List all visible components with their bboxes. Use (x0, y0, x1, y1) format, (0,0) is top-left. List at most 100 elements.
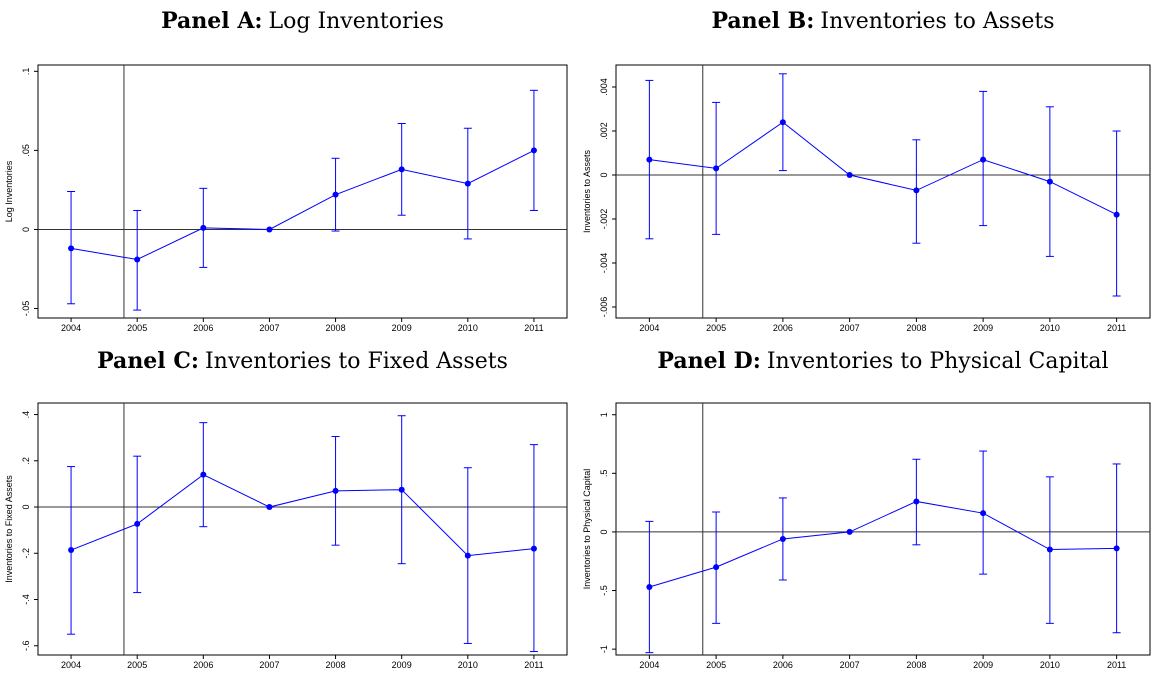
point (846, 528, 853, 535)
x-tick-label: 2004 (639, 323, 659, 333)
point (980, 510, 987, 517)
point (68, 547, 75, 554)
point (332, 191, 339, 198)
x-tick-label: 2009 (392, 660, 412, 670)
series-line (70, 149, 535, 261)
x-tick-label: 2005 (706, 323, 726, 333)
y-tick-label: .2 (21, 457, 31, 465)
x-tick-label: 2005 (706, 660, 726, 670)
y-tick-label: .002 (599, 122, 609, 140)
x-tick-label: 2010 (1040, 660, 1060, 670)
x-tick-label: 2009 (973, 660, 993, 670)
panel-title-text: Inventories to Assets (820, 9, 1054, 34)
panel: Panel D: Inventories to Physical Capital I… (582, 348, 1151, 670)
point (530, 147, 537, 154)
point (398, 166, 405, 173)
y-tick-label: 0 (599, 172, 609, 177)
panel-label: Panel C: (97, 348, 199, 374)
x-tick-label: 2007 (259, 323, 279, 333)
y-tick-label: .4 (21, 411, 31, 419)
point (646, 584, 653, 591)
series-line (649, 121, 1117, 216)
panel-title-text: Inventories to Fixed Assets (205, 349, 508, 374)
x-tick-label: 2010 (458, 323, 478, 333)
x-tick-label: 2008 (906, 323, 926, 333)
panel-title: Panel C: Inventories to Fixed Assets (97, 348, 508, 374)
point (913, 187, 920, 194)
series-line (70, 474, 534, 557)
panel: Panel A: Log Inventories Log Inventories -.… (4, 8, 568, 333)
point (980, 156, 987, 163)
y-tick-label: 0 (21, 505, 31, 510)
y-tick-label: 1 (599, 412, 609, 417)
y-tick-label: -.05 (21, 301, 31, 317)
y-tick-label: -.004 (599, 253, 609, 274)
x-tick-label: 2006 (773, 323, 793, 333)
x-tick-label: 2008 (326, 323, 346, 333)
point (200, 471, 207, 478)
y-tick-label: -.5 (599, 585, 609, 596)
point (530, 545, 537, 552)
plot-frame (615, 402, 1151, 656)
panel-title-text: Inventories to Physical Capital (767, 349, 1109, 374)
point (1113, 545, 1120, 552)
y-tick-label: -.2 (21, 548, 31, 559)
plot-frame (37, 402, 568, 656)
point (1046, 178, 1053, 185)
series-line (649, 500, 1117, 588)
y-tick-label: .1 (21, 68, 31, 76)
plot-frame (615, 64, 1151, 319)
y-tick-label: 0 (21, 227, 31, 232)
panel-label: Panel B: (711, 8, 814, 34)
point (266, 226, 273, 233)
x-tick-label: 2009 (392, 323, 412, 333)
point (713, 564, 720, 571)
x-tick-label: 2006 (773, 660, 793, 670)
point (266, 504, 273, 511)
panel-label: Panel D: (657, 348, 760, 374)
y-axis-label: Inventories to Fixed Assets (4, 475, 14, 583)
x-tick-label: 2011 (1107, 323, 1126, 333)
x-tick-label: 2004 (639, 660, 659, 670)
point (68, 245, 75, 252)
y-axis-label: Inventories to Assets (582, 149, 592, 233)
x-tick-label: 2009 (973, 323, 993, 333)
point (398, 486, 405, 493)
y-tick-label: -.002 (599, 209, 609, 230)
point (200, 224, 207, 231)
y-axis-label: Inventories to Physical Capital (582, 469, 592, 590)
point (134, 520, 141, 527)
point (913, 498, 920, 505)
point (1046, 546, 1053, 553)
point (464, 180, 471, 187)
y-tick-label: -.6 (21, 640, 31, 651)
x-tick-label: 2011 (524, 660, 543, 670)
panel-title: Panel D: Inventories to Physical Capital (657, 348, 1108, 374)
y-tick-label: .5 (599, 470, 609, 478)
x-tick-label: 2011 (524, 323, 543, 333)
panel: Panel B: Inventories to AssetsInventories… (582, 8, 1151, 333)
x-tick-label: 2004 (61, 660, 81, 670)
x-tick-label: 2008 (326, 660, 346, 670)
point (779, 119, 786, 126)
point (464, 552, 471, 559)
panel-title: Panel A: Log Inventories (161, 8, 444, 34)
x-tick-label: 2007 (259, 660, 279, 670)
point (846, 172, 853, 178)
point (1113, 211, 1120, 218)
y-tick-label: .05 (21, 144, 31, 157)
x-tick-label: 2010 (1040, 323, 1060, 333)
point (713, 165, 720, 172)
point (646, 156, 653, 163)
y-tick-label: .004 (599, 78, 609, 96)
panel-label: Panel A: (161, 8, 262, 34)
x-tick-label: 2004 (61, 323, 81, 333)
x-tick-label: 2005 (127, 323, 147, 333)
point (332, 487, 339, 494)
point (134, 256, 141, 263)
y-tick-label: -1 (599, 645, 609, 653)
x-tick-label: 2006 (193, 323, 213, 333)
x-tick-label: 2008 (906, 660, 926, 670)
panel: Panel C: Inventories to Fixed AssetsInven… (4, 348, 568, 670)
